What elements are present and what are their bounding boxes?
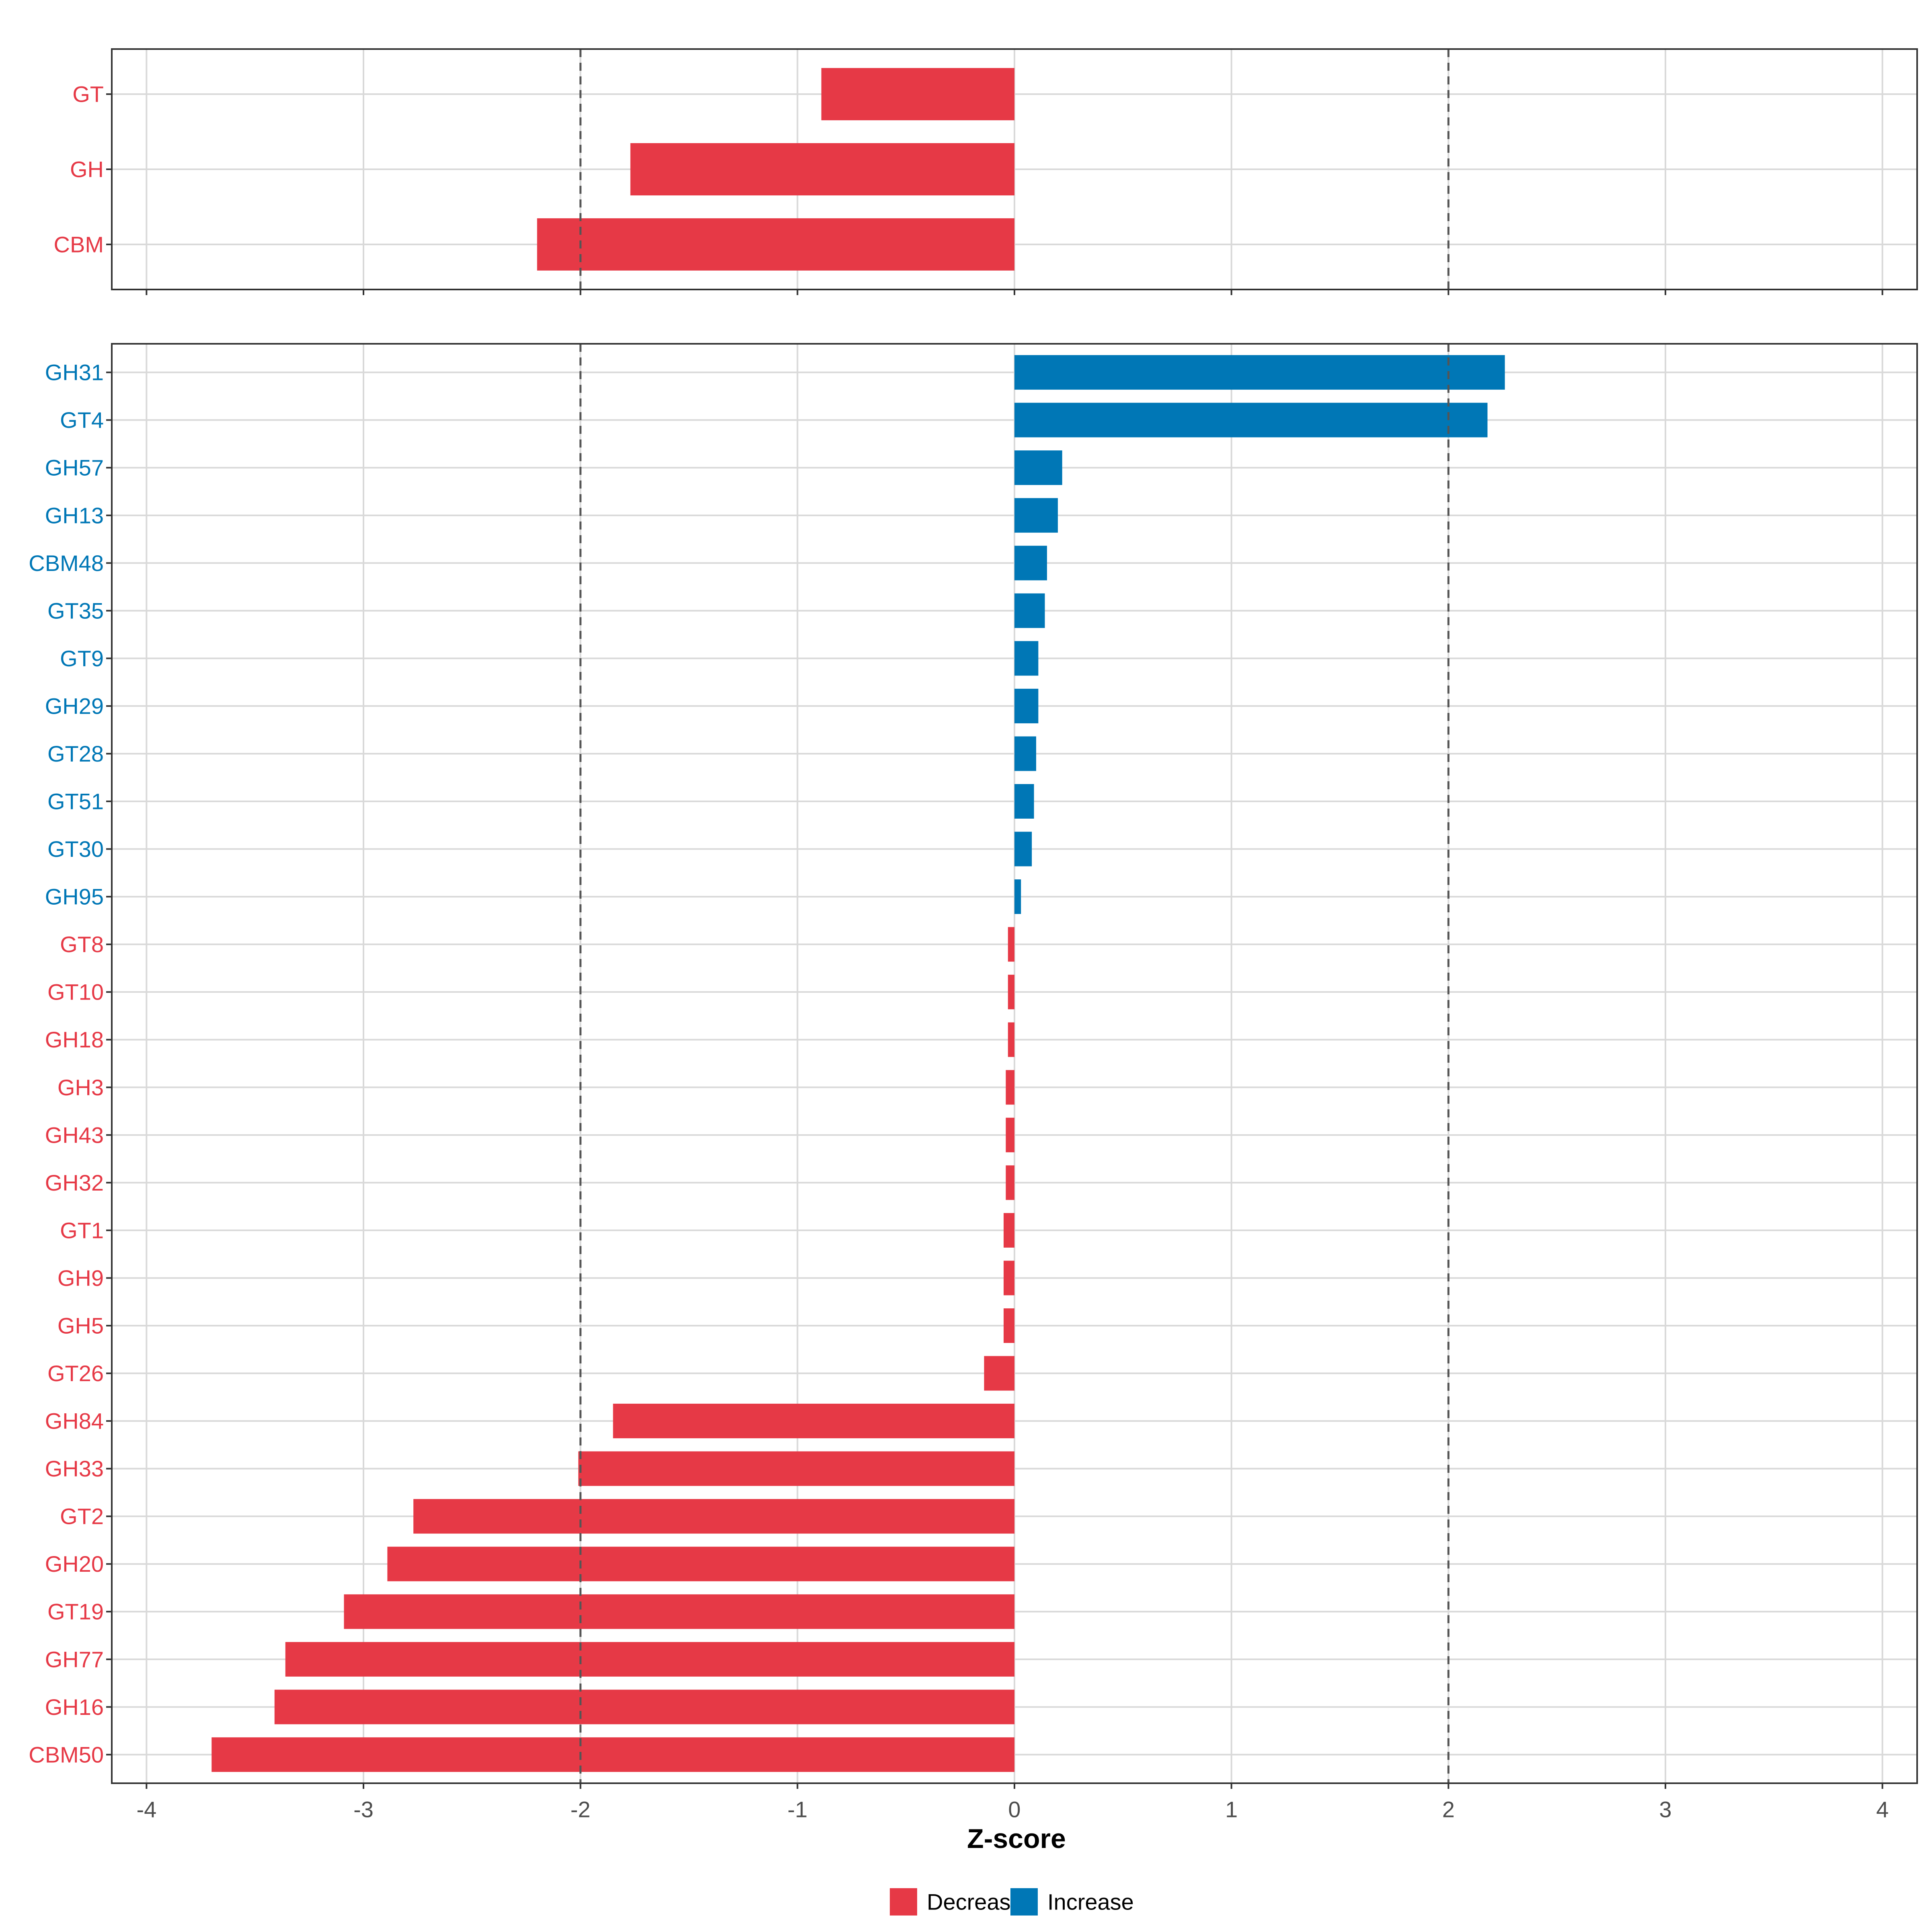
x-tick-label: 0 (1008, 1797, 1020, 1822)
bar-gt (821, 68, 1014, 121)
category-label: GH29 (45, 693, 104, 719)
x-tick-label: -3 (353, 1797, 374, 1822)
bar-gh32 (1006, 1165, 1014, 1200)
x-tick-label: 2 (1442, 1797, 1455, 1822)
panel-family-level: GH31 GT4 GH57 GH13 CBM48 GT35 GT9 GH29 GT28 GT51 G… (29, 343, 1918, 1789)
bar-gt30 (1014, 832, 1032, 866)
bar-cbm (537, 218, 1014, 271)
bar-gt35 (1014, 593, 1045, 628)
bar-gh84 (613, 1404, 1014, 1439)
category-label: GH77 (45, 1647, 104, 1672)
category-label: GH57 (45, 455, 104, 480)
category-label: GT4 (60, 407, 104, 433)
category-label: GH13 (45, 503, 104, 528)
bar-gh5 (1004, 1308, 1014, 1343)
bar-gh31 (1014, 355, 1505, 390)
bar-gt10 (1008, 975, 1014, 1010)
legend-key-decrease (890, 1888, 917, 1916)
legend-key-increase (1010, 1888, 1038, 1916)
panel-class-level: GT GH CBM (54, 48, 1918, 295)
bar-gh57 (1014, 450, 1062, 485)
bar-gh16 (274, 1690, 1015, 1725)
bar-gt1 (1004, 1213, 1014, 1248)
category-label: GH9 (57, 1265, 104, 1291)
category-label: GH16 (45, 1694, 104, 1720)
bar-cbm48 (1014, 546, 1047, 581)
category-label: GH32 (45, 1170, 104, 1195)
legend-label-increase: Increase (1047, 1889, 1134, 1915)
category-label: GT28 (47, 741, 104, 766)
category-label: CBM48 (29, 550, 104, 576)
category-label: GH84 (45, 1408, 104, 1434)
category-label: GT1 (60, 1218, 104, 1243)
bar-gt8 (1008, 927, 1014, 962)
bar-gt4 (1014, 402, 1488, 437)
category-label: GT (72, 82, 104, 107)
bar-gt28 (1014, 736, 1036, 771)
category-label: GT2 (60, 1504, 104, 1529)
x-tick-label: 1 (1225, 1797, 1238, 1822)
bar-gt2 (413, 1499, 1014, 1534)
category-label: GH18 (45, 1027, 104, 1052)
category-label: GH43 (45, 1122, 104, 1148)
category-label: GT26 (47, 1361, 104, 1386)
x-tick-label: 3 (1659, 1797, 1671, 1822)
bar-cbm50 (211, 1737, 1015, 1772)
category-label: GT19 (47, 1599, 104, 1624)
bar-gt19 (344, 1594, 1014, 1629)
bar-gh77 (285, 1642, 1015, 1677)
category-label: GT9 (60, 646, 104, 671)
bar-gh9 (1004, 1261, 1014, 1296)
category-label: GH31 (45, 360, 104, 385)
x-axis-title: Z-score (967, 1823, 1066, 1854)
x-tick-label: 4 (1876, 1797, 1889, 1822)
bar-gh43 (1006, 1117, 1014, 1152)
bar-gh3 (1006, 1070, 1014, 1105)
category-label: GH20 (45, 1551, 104, 1577)
bar-gh20 (387, 1546, 1015, 1581)
x-tick-label: -1 (787, 1797, 807, 1822)
x-axis: -4 -3 -2 -1 0 1 2 3 4 (136, 1797, 1889, 1822)
category-label: GT51 (47, 789, 104, 814)
category-label: GT35 (47, 598, 104, 623)
category-label: GH33 (45, 1456, 104, 1481)
bar-gt9 (1014, 641, 1039, 676)
bar-gh13 (1014, 498, 1058, 533)
x-tick-label: -4 (136, 1797, 156, 1822)
legend: Decrease Increase (890, 1888, 1134, 1916)
bar-gh18 (1008, 1022, 1014, 1057)
bar-gt51 (1014, 784, 1034, 819)
bar-gh33 (578, 1451, 1014, 1486)
bar-gt26 (984, 1356, 1014, 1391)
bar-gh95 (1014, 879, 1021, 914)
category-label: GT8 (60, 932, 104, 957)
category-label: GH3 (57, 1075, 104, 1100)
category-label: GH (70, 157, 104, 182)
category-label: GT30 (47, 836, 104, 862)
x-tick-label: -2 (571, 1797, 591, 1822)
category-label: CBM50 (29, 1742, 104, 1767)
category-label: CBM (54, 232, 104, 257)
category-label: GH5 (57, 1313, 104, 1338)
bar-gh (630, 143, 1014, 195)
bar-gh29 (1014, 688, 1039, 723)
legend-label-decrease: Decrease (927, 1889, 1023, 1915)
category-label: GH95 (45, 884, 104, 910)
category-label: GT10 (47, 979, 104, 1005)
